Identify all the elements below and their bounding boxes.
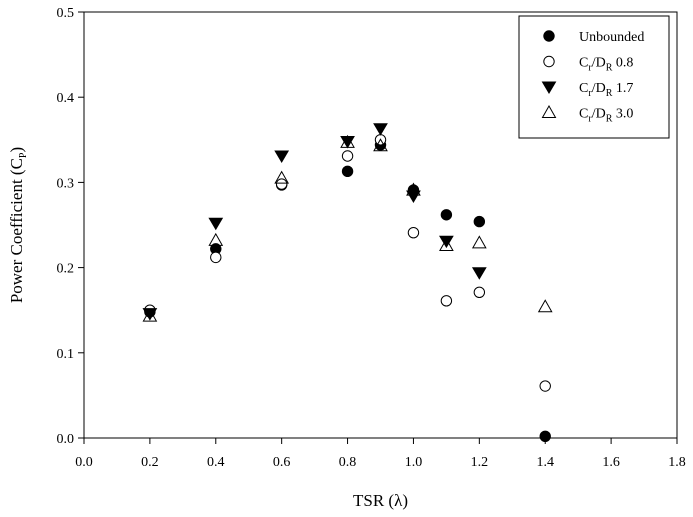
data-point bbox=[373, 123, 388, 136]
legend-entry-4: Cr/DR 3.0 bbox=[541, 104, 633, 125]
data-point bbox=[440, 209, 453, 221]
series-2 bbox=[144, 134, 551, 392]
data-point bbox=[440, 295, 453, 307]
data-point bbox=[539, 380, 551, 392]
data-point bbox=[208, 217, 224, 231]
series-4 bbox=[142, 134, 553, 322]
legend-label-subscript: r bbox=[588, 88, 592, 99]
legend-label-part: 3.0 bbox=[612, 107, 633, 122]
legend-label-part: 1.7 bbox=[612, 81, 633, 96]
legend-label-subscript: r bbox=[588, 63, 592, 74]
legend-label-part: /D bbox=[592, 81, 606, 96]
legend-label-part: /D bbox=[592, 56, 606, 71]
legend-label: Unbounded bbox=[579, 30, 644, 45]
legend-label: Cr/DR 3.0 bbox=[579, 107, 633, 125]
legend-label-part: C bbox=[579, 81, 588, 96]
y-axis-ticks: 0.0 0.1 0.2 0.3 0.4 0.5 bbox=[57, 6, 84, 447]
x-tick-label: 1.0 bbox=[405, 455, 423, 470]
legend-marker bbox=[541, 81, 557, 94]
data-point bbox=[341, 165, 354, 178]
legend-entry-2: Cr/DR 0.8 bbox=[543, 55, 633, 74]
y-tick-label: 0.5 bbox=[57, 6, 75, 21]
legend-label: Cr/DR 0.8 bbox=[579, 56, 633, 74]
legend-label-subscript: r bbox=[588, 114, 592, 125]
legend-entry-3: Cr/DR 1.7 bbox=[541, 81, 633, 99]
y-tick-label: 0.3 bbox=[57, 176, 75, 191]
y-axis-title: Power Coefficient (CP) bbox=[7, 147, 29, 303]
legend-label-subscript: R bbox=[606, 63, 613, 74]
x-axis-title: TSR (λ) bbox=[353, 491, 408, 510]
y-tick-label: 0.1 bbox=[57, 347, 75, 362]
data-point bbox=[539, 430, 551, 442]
legend-label-subscript: R bbox=[606, 88, 613, 99]
x-axis-ticks: 0.0 0.2 0.4 0.6 0.8 1.0 1.2 1.4 1.6 1.8 bbox=[75, 438, 686, 470]
legend-marker bbox=[543, 30, 555, 42]
data-point bbox=[275, 178, 288, 190]
legend-marker bbox=[543, 55, 555, 68]
data-point bbox=[471, 267, 487, 280]
x-tick-label: 0.6 bbox=[273, 455, 291, 470]
series-3 bbox=[142, 123, 487, 321]
data-point bbox=[274, 170, 290, 184]
x-tick-label: 0.2 bbox=[141, 455, 159, 470]
y-axis-title-close: ) bbox=[7, 147, 26, 153]
legend-entry-1: Unbounded bbox=[543, 30, 644, 45]
legend-label: Cr/DR 1.7 bbox=[579, 81, 633, 99]
legend-label-part: C bbox=[579, 56, 588, 71]
y-axis-title-subscript: P bbox=[18, 152, 29, 158]
legend-label-part: 0.8 bbox=[612, 56, 633, 71]
data-point bbox=[210, 251, 222, 264]
data-points bbox=[142, 123, 553, 442]
x-tick-label: 1.8 bbox=[668, 455, 686, 470]
plot-frame bbox=[83, 11, 678, 439]
data-point bbox=[473, 215, 486, 228]
data-point bbox=[406, 182, 421, 196]
y-tick-label: 0.0 bbox=[57, 432, 75, 447]
legend-marker bbox=[541, 104, 557, 118]
data-point bbox=[439, 237, 454, 251]
data-point bbox=[142, 308, 158, 321]
x-tick-label: 1.6 bbox=[602, 455, 620, 470]
data-point bbox=[341, 150, 354, 162]
data-point bbox=[471, 235, 487, 249]
x-tick-label: 1.4 bbox=[536, 455, 554, 470]
data-point bbox=[537, 299, 553, 313]
data-point bbox=[142, 308, 158, 322]
y-tick-label: 0.4 bbox=[57, 91, 75, 106]
data-point bbox=[340, 134, 355, 148]
data-point bbox=[208, 232, 224, 246]
data-point bbox=[406, 190, 421, 204]
data-point bbox=[274, 150, 290, 163]
plot-area-border bbox=[83, 11, 678, 439]
data-point bbox=[473, 286, 486, 299]
legend-label-subscript: R bbox=[606, 114, 613, 125]
legend-label-part: C bbox=[579, 107, 588, 122]
x-tick-label: 0.0 bbox=[75, 455, 93, 470]
y-axis-title-main: Power Coefficient (C bbox=[7, 158, 26, 303]
legend-label-part: Unbounded bbox=[579, 30, 644, 45]
data-point bbox=[439, 235, 454, 249]
legend-label-part: /D bbox=[592, 107, 606, 122]
x-tick-label: 1.2 bbox=[471, 455, 489, 470]
x-tick-label: 0.4 bbox=[207, 455, 225, 470]
data-point bbox=[373, 138, 388, 152]
y-tick-label: 0.2 bbox=[57, 262, 75, 277]
x-tick-label: 0.8 bbox=[339, 455, 357, 470]
data-point bbox=[407, 226, 420, 239]
